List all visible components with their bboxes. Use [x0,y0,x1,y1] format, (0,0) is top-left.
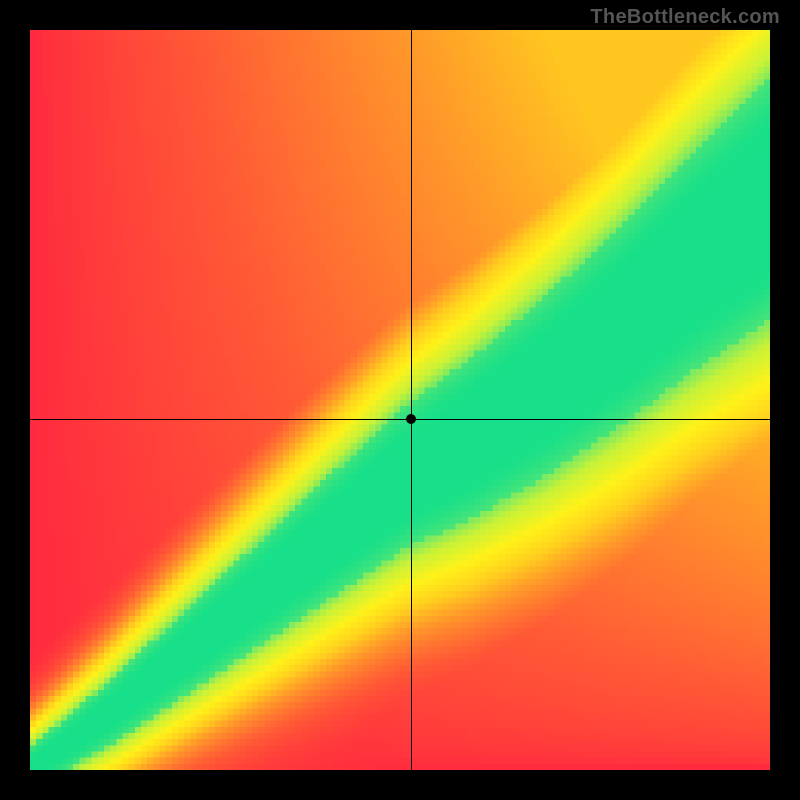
plot-area [30,30,770,770]
marker-dot [406,414,416,424]
heatmap-canvas [30,30,770,770]
crosshair-vertical [411,30,412,770]
crosshair-horizontal [30,419,770,420]
watermark-text: TheBottleneck.com [590,6,780,29]
